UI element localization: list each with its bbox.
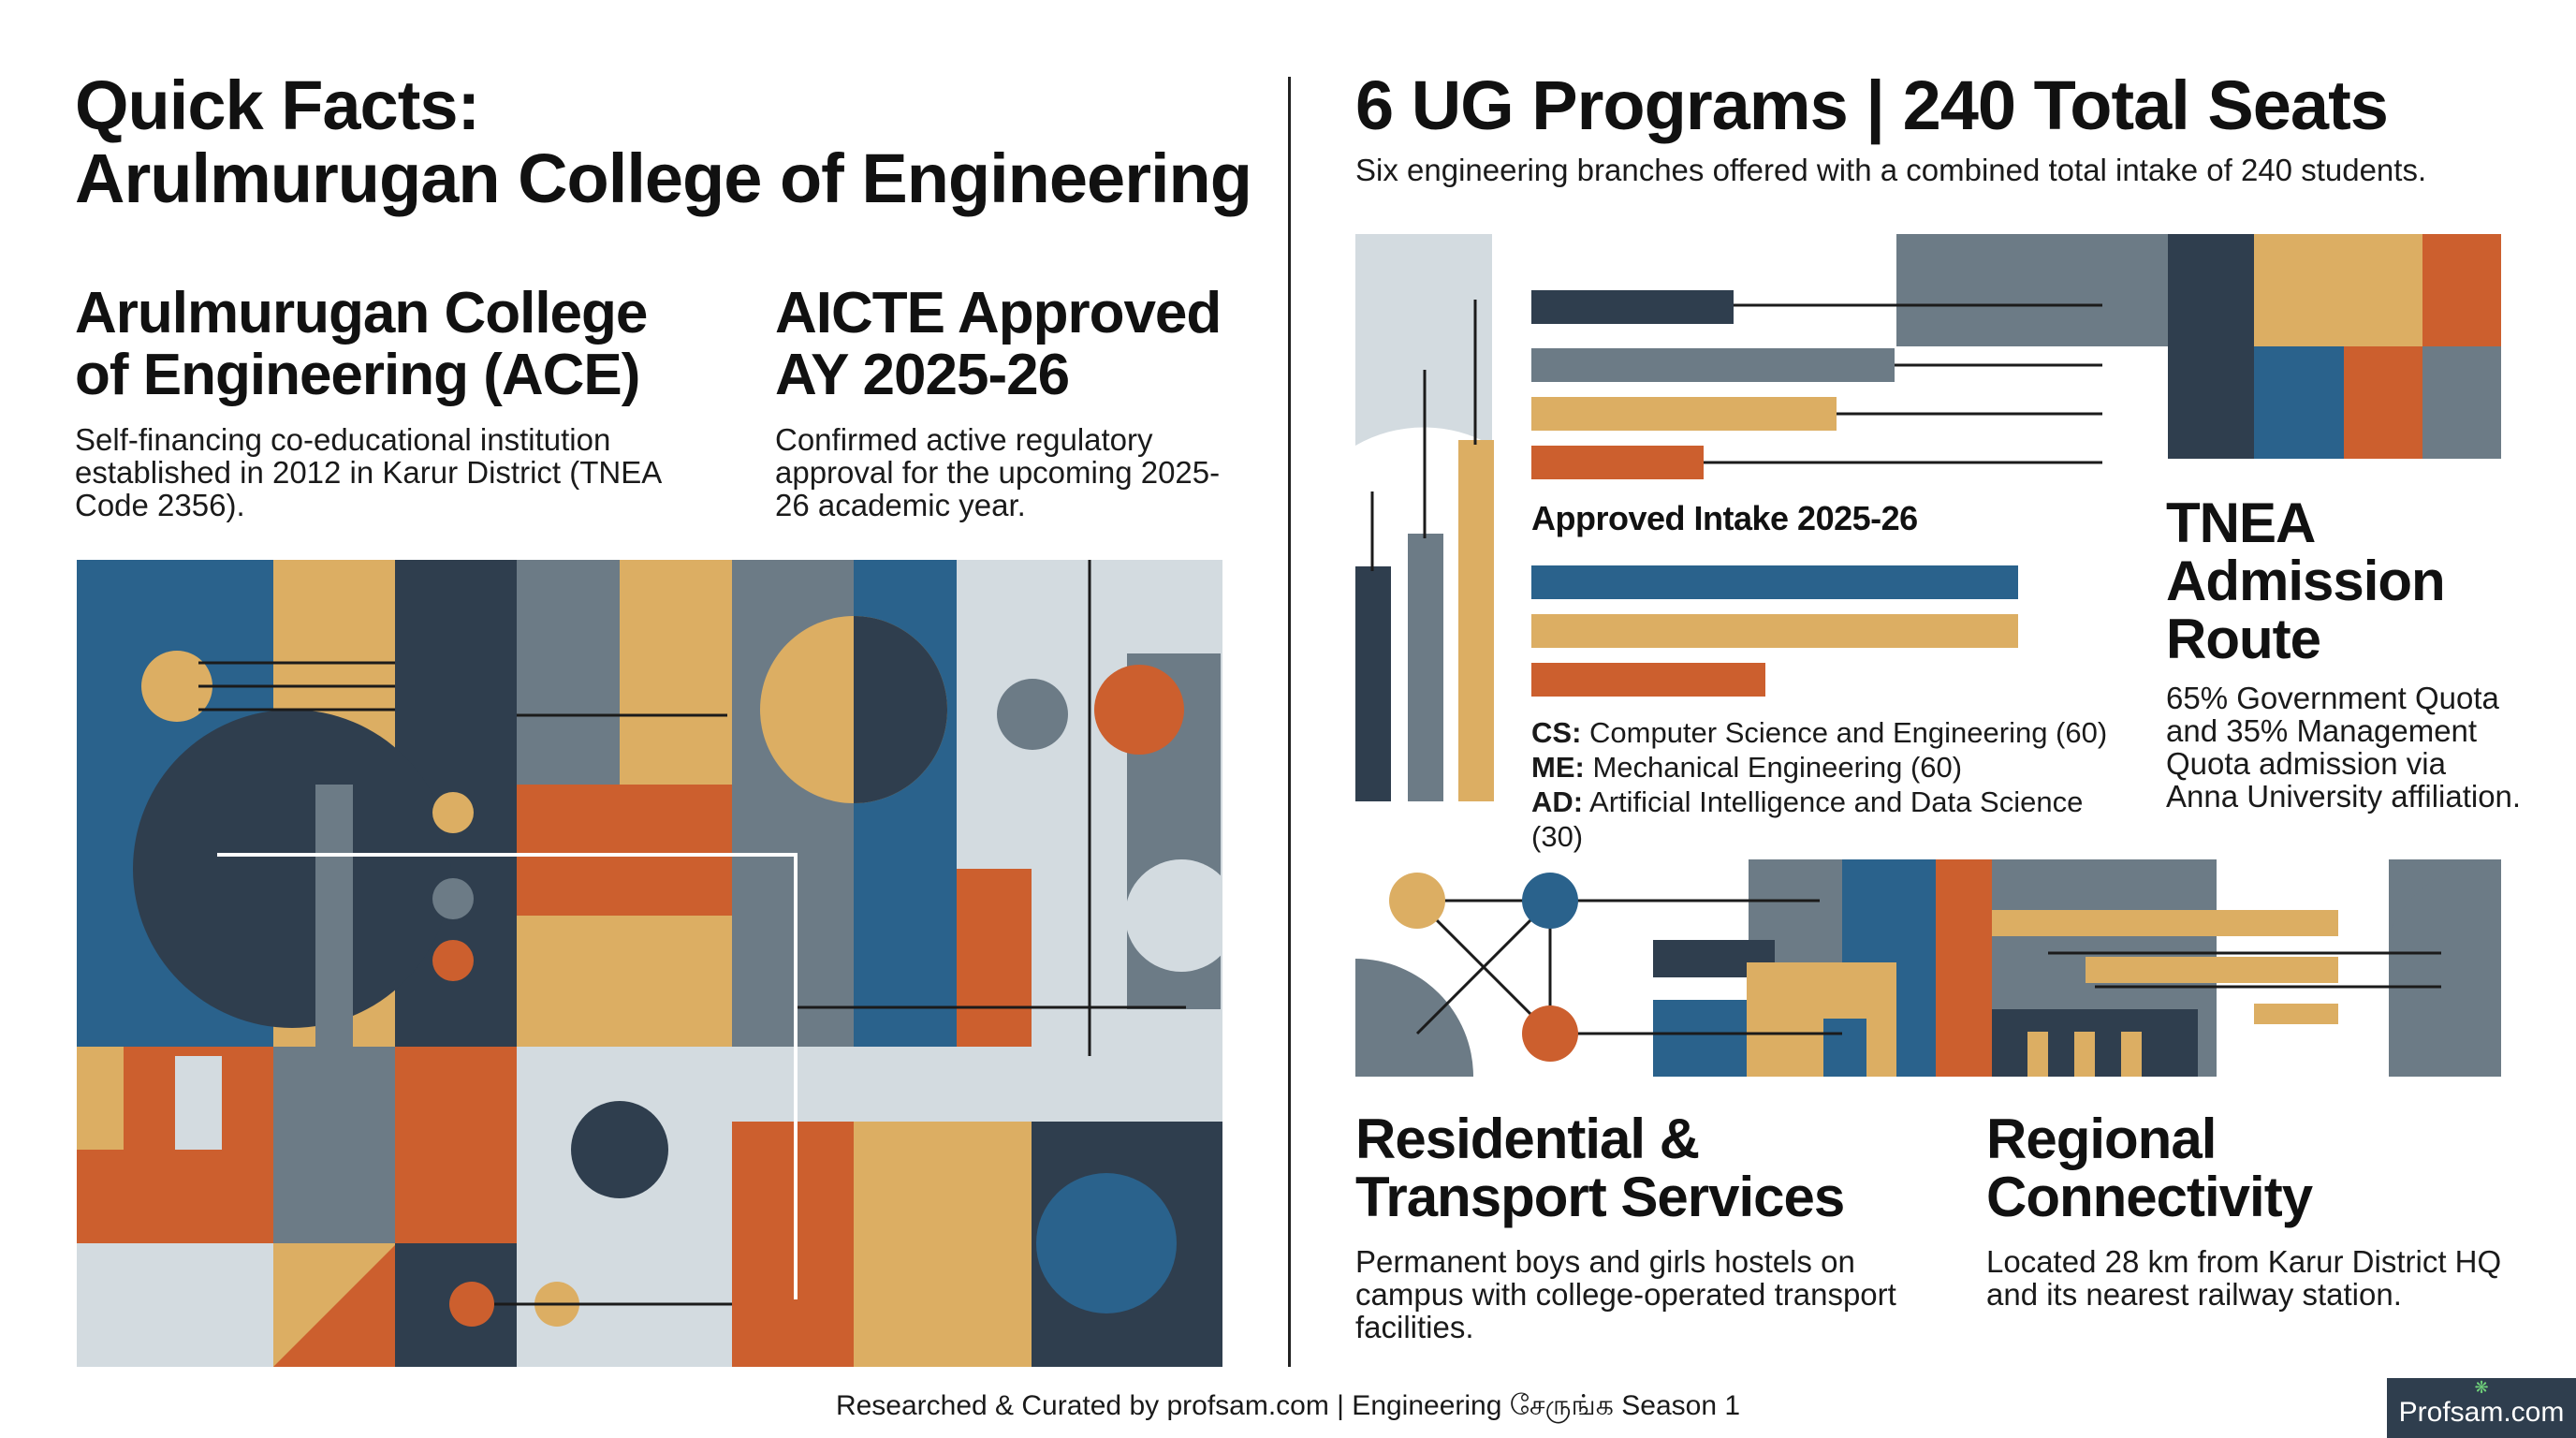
left-title-line1: Quick Facts: — [75, 66, 480, 144]
left-title: Quick Facts: Arulmurugan College of Engi… — [75, 66, 1252, 217]
intake-item-ad-code: AD: — [1531, 785, 1584, 818]
aicte-card-title-line1: AICTE Approved — [775, 281, 1222, 345]
tnea-title-line3: Route — [2166, 608, 2321, 670]
tnea-title-line2: Admission — [2166, 550, 2446, 612]
network-building-art — [1355, 859, 2501, 1077]
ace-card-title-line2: of Engineering (ACE) — [75, 343, 640, 407]
profsam-badge[interactable]: ❋ Profsam.com — [2387, 1378, 2576, 1438]
column-divider — [1288, 77, 1291, 1367]
intake-list: CS: Computer Science and Engineering (60… — [1531, 715, 2140, 854]
intake-item-me-code: ME: — [1531, 751, 1585, 784]
ace-card-title-line1: Arulmurugan College — [75, 281, 648, 345]
left-title-line2: Arulmurugan College of Engineering — [75, 139, 1252, 217]
intake-item-cs-name: Computer Science and Engineering (60) — [1589, 716, 2108, 749]
regional-card: Regional Connectivity Located 28 km from… — [1986, 1108, 2520, 1312]
regional-desc: Located 28 km from Karur District HQ and… — [1986, 1244, 2502, 1312]
regional-title-line1: Regional — [1986, 1108, 2217, 1170]
residential-title-line1: Residential & — [1355, 1108, 1700, 1170]
intake-item-ad: AD: Artificial Intelligence and Data Sci… — [1531, 785, 2140, 854]
aicte-card-title-line2: AY 2025-26 — [775, 343, 1070, 407]
intake-item-cs-code: CS: — [1531, 716, 1582, 749]
bar-decoration-art — [1355, 234, 1496, 801]
residential-title-line2: Transport Services — [1355, 1166, 1845, 1228]
intake-item-me: ME: Mechanical Engineering (60) — [1531, 750, 2140, 785]
intake-bar-cs — [1531, 565, 2018, 599]
intake-bars-top-art — [1531, 234, 2501, 479]
tnea-title-line1: TNEA — [2166, 492, 2316, 554]
aicte-card-desc: Confirmed active regulatory approval for… — [775, 422, 1221, 522]
footer-credit: Researched & Curated by profsam.com | En… — [835, 1390, 1741, 1421]
programs-header: 6 UG Programs | 240 Total Seats Six engi… — [1355, 66, 2525, 187]
ace-card: Arulmurugan College of Engineering (ACE)… — [75, 281, 711, 522]
intake-bar-ad — [1531, 663, 1765, 697]
intake-item-me-name: Mechanical Engineering (60) — [1592, 751, 1963, 784]
intake-bars — [1531, 565, 2018, 697]
programs-title: 6 UG Programs | 240 Total Seats — [1355, 66, 2389, 144]
residential-card: Residential & Transport Services Permane… — [1355, 1108, 1917, 1344]
regional-title-line2: Connectivity — [1986, 1166, 2313, 1228]
profsam-badge-label: Profsam.com — [2398, 1397, 2565, 1428]
geometric-artwork-left — [77, 560, 1222, 1367]
residential-desc: Permanent boys and girls hostels on camp… — [1355, 1244, 1896, 1344]
intake-bar-me — [1531, 614, 2018, 648]
programs-subtitle: Six engineering branches offered with a … — [1355, 153, 2427, 187]
intake-panel: Approved Intake 2025-26 CS: Computer Sci… — [1531, 498, 2140, 854]
intake-item-cs: CS: Computer Science and Engineering (60… — [1531, 715, 2140, 750]
tnea-card: TNEA Admission Route 65% Government Quot… — [2166, 492, 2522, 814]
tnea-desc: 65% Government Quota and 35% Management … — [2166, 681, 2522, 814]
intake-item-ad-name: Artificial Intelligence and Data Science… — [1531, 785, 2084, 853]
ace-card-desc: Self-financing co-educational institutio… — [75, 422, 661, 522]
intake-heading: Approved Intake 2025-26 — [1531, 499, 1918, 537]
aicte-card: AICTE Approved AY 2025-26 Confirmed acti… — [775, 281, 1243, 522]
profsam-badge-icon: ❋ — [2474, 1378, 2489, 1397]
